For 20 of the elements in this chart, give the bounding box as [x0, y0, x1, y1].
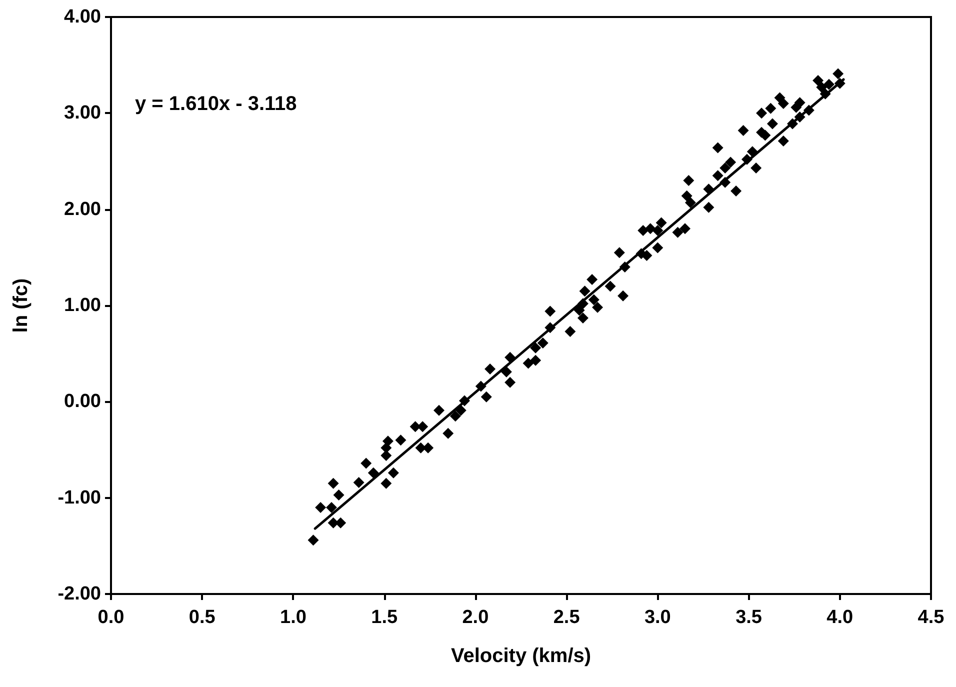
x-tick-label: 4.5 — [918, 607, 945, 628]
x-axis-title: Velocity (km/s) — [450, 645, 592, 667]
x-tick-label: 0.0 — [98, 607, 124, 628]
x-tick-label: 2.0 — [462, 607, 489, 628]
y-tick-label: 1.00 — [64, 295, 101, 316]
y-axis-title: ln (fc) — [10, 278, 32, 333]
y-tick-label: 4.00 — [64, 6, 101, 28]
y-tick-label: 0.00 — [64, 391, 101, 412]
y-tick-label: 2.00 — [64, 198, 101, 220]
x-tick-label: 1.5 — [371, 607, 398, 628]
x-tick-label: 1.0 — [280, 607, 306, 628]
x-tick-label: 3.5 — [736, 607, 762, 628]
x-tick-label: 4.0 — [826, 607, 854, 628]
x-tick-label: 0.5 — [188, 607, 216, 628]
y-tick-label: -2.00 — [58, 584, 101, 604]
y-tick-label: 3.00 — [64, 102, 101, 124]
annotation: y = 1.610x - 3.118 — [135, 93, 297, 115]
y-tick-label: -1.00 — [58, 487, 101, 508]
x-tick-label: 3.0 — [644, 607, 671, 628]
x-tick-label: 2.5 — [553, 607, 580, 628]
